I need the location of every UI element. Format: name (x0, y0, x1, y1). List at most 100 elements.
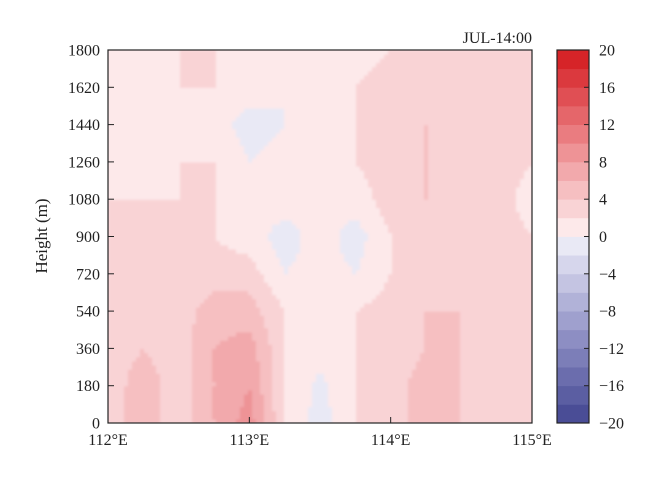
field-cell (304, 294, 309, 300)
field-cell (284, 282, 289, 287)
field-cell (480, 414, 485, 420)
field-cell (400, 265, 405, 271)
field-cell (460, 331, 465, 337)
field-cell (356, 393, 361, 399)
field-cell (496, 348, 501, 354)
field-cell (288, 302, 293, 308)
field-cell (188, 240, 193, 246)
field-cell (148, 348, 153, 354)
field-cell (420, 282, 425, 287)
field-cell (264, 294, 269, 300)
field-cell (136, 232, 141, 238)
field-cell (348, 306, 353, 312)
field-cell (412, 360, 417, 366)
field-cell (448, 352, 453, 358)
field-cell (388, 389, 393, 395)
field-cell (196, 373, 201, 379)
field-cell (480, 377, 485, 383)
field-cell (376, 406, 381, 412)
field-cell (232, 406, 237, 412)
field-cell (508, 369, 513, 374)
field-cell (420, 377, 425, 383)
field-cell (260, 364, 265, 370)
field-cell (264, 232, 269, 238)
field-cell (280, 352, 285, 358)
field-cell (496, 369, 501, 374)
field-cell (136, 261, 141, 267)
field-cell (252, 265, 257, 271)
field-cell (112, 381, 117, 387)
field-cell (416, 298, 421, 304)
field-cell (388, 298, 393, 304)
field-cell (304, 286, 309, 291)
field-cell (200, 286, 205, 291)
field-cell (132, 244, 137, 250)
field-cell (520, 248, 525, 254)
field-cell (208, 373, 213, 379)
field-cell (152, 315, 157, 320)
field-cell (456, 398, 461, 403)
field-cell (340, 277, 345, 283)
field-cell (144, 335, 149, 341)
field-cell (396, 344, 401, 349)
field-cell (448, 269, 453, 275)
field-cell (232, 323, 237, 329)
field-cell (228, 402, 233, 408)
field-cell (380, 232, 385, 238)
field-cell (432, 240, 437, 246)
field-cell (312, 277, 317, 283)
field-cell (356, 410, 361, 416)
field-cell (316, 273, 321, 279)
field-cell (496, 261, 501, 267)
field-cell (252, 356, 257, 362)
field-cell (212, 261, 217, 267)
field-cell (504, 369, 509, 374)
field-cell (392, 369, 397, 374)
field-cell (128, 414, 133, 420)
field-cell (136, 393, 141, 399)
field-cell (400, 377, 405, 383)
field-cell (116, 352, 121, 358)
field-cell (196, 402, 201, 408)
field-cell (336, 398, 341, 403)
field-cell (180, 377, 185, 383)
field-cell (340, 364, 345, 370)
field-cell (172, 385, 177, 391)
field-cell (188, 302, 193, 308)
field-cell (212, 302, 217, 308)
field-cell (236, 273, 241, 279)
field-cell (524, 323, 529, 329)
field-cell (136, 402, 141, 408)
field-cell (488, 228, 493, 233)
field-cell (412, 410, 417, 416)
field-cell (428, 273, 433, 279)
field-cell (140, 360, 145, 366)
field-cell (464, 406, 469, 412)
field-cell (396, 257, 401, 262)
field-cell (468, 327, 473, 333)
field-cell (328, 265, 333, 271)
field-cell (204, 348, 209, 354)
field-cell (140, 236, 145, 242)
field-cell (388, 240, 393, 246)
field-cell (300, 228, 305, 233)
field-cell (456, 348, 461, 354)
field-cell (168, 236, 173, 242)
field-cell (120, 277, 125, 283)
field-cell (528, 273, 532, 279)
field-cell (196, 240, 201, 246)
field-cell (204, 385, 209, 391)
field-cell (136, 253, 141, 258)
field-cell (164, 253, 169, 258)
field-cell (480, 261, 485, 267)
field-cell (236, 269, 241, 275)
field-cell (388, 257, 393, 262)
field-cell (184, 248, 189, 254)
field-cell (148, 323, 153, 329)
field-cell (380, 360, 385, 366)
field-cell (404, 410, 409, 416)
field-cell (328, 248, 333, 254)
field-cell (284, 327, 289, 333)
field-cell (244, 240, 249, 246)
field-cell (284, 253, 289, 258)
